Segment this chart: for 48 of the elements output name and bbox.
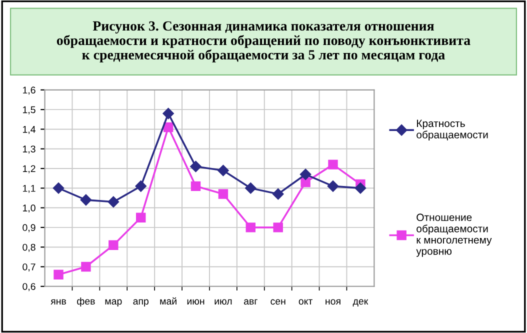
x-tick-label: авг xyxy=(244,299,258,305)
x-tick-label: сен xyxy=(270,299,286,305)
point xyxy=(272,188,284,200)
y-tick-label: 1,2 xyxy=(22,165,36,174)
x-tick-label: мар xyxy=(105,299,122,307)
x-tick-label: июн xyxy=(187,299,204,305)
y-tick-label: 0,7 xyxy=(22,263,36,272)
point xyxy=(108,240,118,250)
point xyxy=(327,180,339,192)
y-tick-label: 1,6 xyxy=(22,86,36,95)
point xyxy=(136,212,146,222)
point xyxy=(246,222,256,232)
point xyxy=(162,108,174,120)
x-tick-label: янв xyxy=(50,299,66,305)
x-tick-label: окт xyxy=(298,299,312,305)
point xyxy=(108,196,120,208)
point xyxy=(135,180,146,192)
point xyxy=(218,189,228,199)
y-tick-label: 0,8 xyxy=(22,244,36,252)
point xyxy=(300,177,310,188)
point xyxy=(245,182,256,194)
y-tick-label: 0,9 xyxy=(22,224,36,232)
y-tick-label: 0,6 xyxy=(22,283,36,292)
y-tick-label: 1,1 xyxy=(22,184,36,193)
x-tick-label: ноя xyxy=(326,299,340,305)
x-tick-label: май xyxy=(160,297,176,305)
x-tick-label: фев xyxy=(77,297,95,307)
point xyxy=(80,194,92,206)
x-tick-label: июл xyxy=(214,299,232,305)
legend-label: Отношение обращаемости к многолетнему уровню xyxy=(416,214,492,257)
point xyxy=(190,181,201,192)
legend-label: Кратность обращаемости xyxy=(416,120,488,140)
y-tick-label: 1,4 xyxy=(22,126,36,134)
y-tick-label: 1,5 xyxy=(22,106,36,114)
point xyxy=(328,160,338,170)
y-tick-label: 1,3 xyxy=(22,146,36,154)
point xyxy=(273,222,283,232)
point xyxy=(300,168,312,180)
x-tick-label: дек xyxy=(352,299,368,306)
point xyxy=(190,160,202,172)
point xyxy=(354,182,366,194)
y-tick-label: 1,0 xyxy=(22,204,36,213)
point xyxy=(218,164,229,176)
x-tick-label: апр xyxy=(133,299,148,307)
point xyxy=(52,182,64,194)
chart-title: Рисунок 3. Сезонная динамика показателя отношения обращаемости и кратности обращений по поводу конъюнктивита к среднемесячной обращаемости за 5 лет по месяцам года xyxy=(56,21,470,62)
point xyxy=(81,262,91,272)
point xyxy=(54,270,64,280)
